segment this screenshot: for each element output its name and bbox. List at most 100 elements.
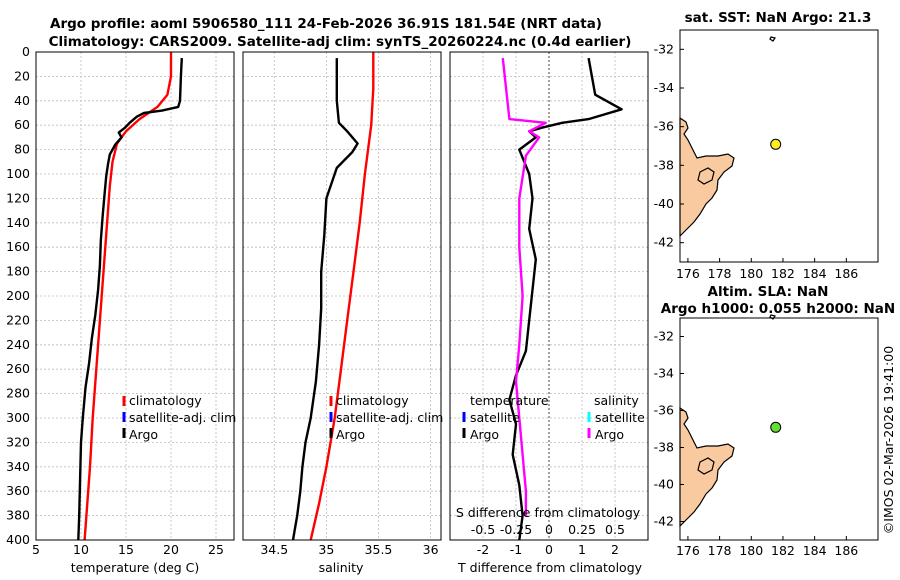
- x-tick-label: -2: [477, 542, 489, 557]
- lon-tick-label: 180: [739, 543, 763, 558]
- x-tick-label: 34.5: [260, 542, 288, 557]
- depth-tick-label: 140: [6, 215, 30, 230]
- depth-tick-label: 380: [6, 508, 30, 523]
- legend-t-satellite: satellite: [470, 410, 520, 425]
- x2-tick-label: 0.5: [605, 522, 625, 537]
- argo-location-marker: [770, 421, 782, 433]
- lat-tick-label: -38: [654, 157, 674, 172]
- sla-map-title-line1: Altim. SLA: NaN: [708, 284, 829, 300]
- lat-tick-label: -40: [654, 477, 674, 492]
- depth-tick-label: 0: [22, 44, 30, 59]
- lat-tick-label: -40: [654, 196, 674, 211]
- lat-tick-label: -32: [654, 329, 674, 344]
- lat-tick-label: -42: [654, 235, 674, 250]
- legend-satellite-adj: satellite-adj. clim: [336, 410, 443, 425]
- depth-tick-label: 200: [6, 288, 30, 303]
- depth-tick-label: 160: [6, 239, 30, 254]
- legend-satellite-adj: satellite-adj. clim: [129, 410, 236, 425]
- legend-t-argo: Argo: [470, 427, 499, 442]
- temperature-frame: [35, 51, 235, 541]
- coastline-island: [697, 167, 715, 185]
- depth-tick-label: 280: [6, 386, 30, 401]
- lon-tick-label: 186: [834, 543, 858, 558]
- lon-tick-label: 186: [834, 266, 858, 281]
- series-line-argo: [291, 58, 359, 541]
- lon-tick-label: 182: [771, 266, 795, 281]
- lon-tick-label: 182: [771, 543, 795, 558]
- depth-tick-label: 180: [6, 264, 30, 279]
- legend-temperature-heading: temperature: [470, 393, 549, 408]
- difference-legend: temperature satellite Argo salinity sate…: [462, 393, 645, 442]
- t-difference-xlabel: T difference from climatology: [457, 560, 643, 575]
- coastline-island: [697, 457, 715, 475]
- temperature-legend: climatology satellite-adj. clim Argo: [122, 393, 236, 442]
- salinity-panel: 34.5 35 35.5 36 salinity climatology satell…: [242, 51, 443, 575]
- depth-tick-label: 320: [6, 434, 30, 449]
- imos-timestamp: ©IMOS 02-Mar-2026 19:41:00: [881, 346, 896, 534]
- depth-tick-label: 360: [6, 483, 30, 498]
- legend-argo: Argo: [129, 427, 158, 442]
- difference-frame: [449, 51, 649, 541]
- depth-tick-label: 220: [6, 312, 30, 327]
- lat-tick-label: -36: [654, 403, 674, 418]
- lon-tick-label: 180: [739, 266, 763, 281]
- depth-tick-label: 60: [14, 117, 30, 132]
- lat-tick-label: -42: [654, 514, 674, 529]
- depth-tick-label: 400: [6, 532, 30, 547]
- legend-climatology: climatology: [336, 393, 409, 408]
- lon-tick-label: 178: [708, 266, 732, 281]
- x-tick-label: 10: [73, 542, 89, 557]
- coastline-islet: [769, 36, 776, 42]
- depth-tick-label: 260: [6, 361, 30, 376]
- sla-map-title-line2: Argo h1000: 0.055 h2000: NaN: [661, 301, 895, 317]
- x2-tick-label: -0.25: [500, 522, 532, 537]
- x-tick-label: 0: [545, 542, 553, 557]
- sla-map-frame: [679, 317, 879, 541]
- difference-panel: -2 -1 0 1 2 -0.5 -0.25 0 0.25 0.5 S difference f…: [449, 51, 649, 575]
- x-tick-label: 25: [208, 542, 224, 557]
- lon-tick-label: 184: [803, 266, 827, 281]
- x2-tick-label: 0: [545, 522, 553, 537]
- legend-s-argo: Argo: [595, 427, 624, 442]
- x-tick-label: 35: [318, 542, 334, 557]
- salinity-frame: [242, 51, 442, 541]
- lon-tick-label: 178: [708, 543, 732, 558]
- figure-title-line1: Argo profile: aoml 5906580_111 24-Feb-20…: [50, 16, 602, 32]
- sst-map-panel: sat. SST: NaN Argo: 21.3 -32 -34 -36 -38 -40…: [654, 10, 879, 281]
- figure-title-line2: Climatology: CARS2009. Satellite-adj cli…: [49, 34, 632, 50]
- series-line-temperature-argo: [508, 57, 623, 541]
- lat-tick-label: -34: [654, 80, 674, 95]
- legend-climatology: climatology: [129, 393, 202, 408]
- salinity-xlabel: salinity: [319, 560, 364, 575]
- x-tick-label: 1: [578, 542, 586, 557]
- lat-tick-label: -36: [654, 119, 674, 134]
- lat-tick-label: -32: [654, 41, 674, 56]
- argo-location-marker: [770, 138, 782, 150]
- x-tick-label: -1: [510, 542, 522, 557]
- depth-tick-label: 120: [6, 190, 30, 205]
- temperature-panel: 0 20 40 60 80 100 120 140 160 180 200 220 240 260 280 3…: [6, 44, 236, 575]
- series-line-argo: [77, 58, 183, 541]
- x-tick-label: 2: [611, 542, 619, 557]
- x2-tick-label: -0.5: [471, 522, 495, 537]
- lon-tick-label: 184: [803, 543, 827, 558]
- lat-tick-label: -34: [654, 366, 674, 381]
- x-tick-label: 15: [118, 542, 134, 557]
- x2-tick-label: 0.25: [568, 522, 596, 537]
- depth-tick-label: 340: [6, 459, 30, 474]
- depth-tick-label: 240: [6, 337, 30, 352]
- depth-tick-label: 100: [6, 166, 30, 181]
- salinity-legend: climatology satellite-adj. clim Argo: [329, 393, 443, 442]
- series-line-salinity-argo: [501, 57, 547, 516]
- series-line-climatology: [83, 52, 173, 541]
- temperature-xlabel: temperature (deg C): [71, 560, 200, 575]
- depth-tick-label: 20: [14, 68, 30, 83]
- legend-s-satellite: satellite: [595, 410, 645, 425]
- x-tick-label: 35.5: [365, 542, 393, 557]
- lat-tick-label: -38: [654, 440, 674, 455]
- legend-salinity-heading: salinity: [594, 393, 639, 408]
- x-tick-label: 20: [163, 542, 179, 557]
- s-difference-xlabel: S difference from climatology: [456, 505, 641, 520]
- depth-tick-label: 80: [14, 142, 30, 157]
